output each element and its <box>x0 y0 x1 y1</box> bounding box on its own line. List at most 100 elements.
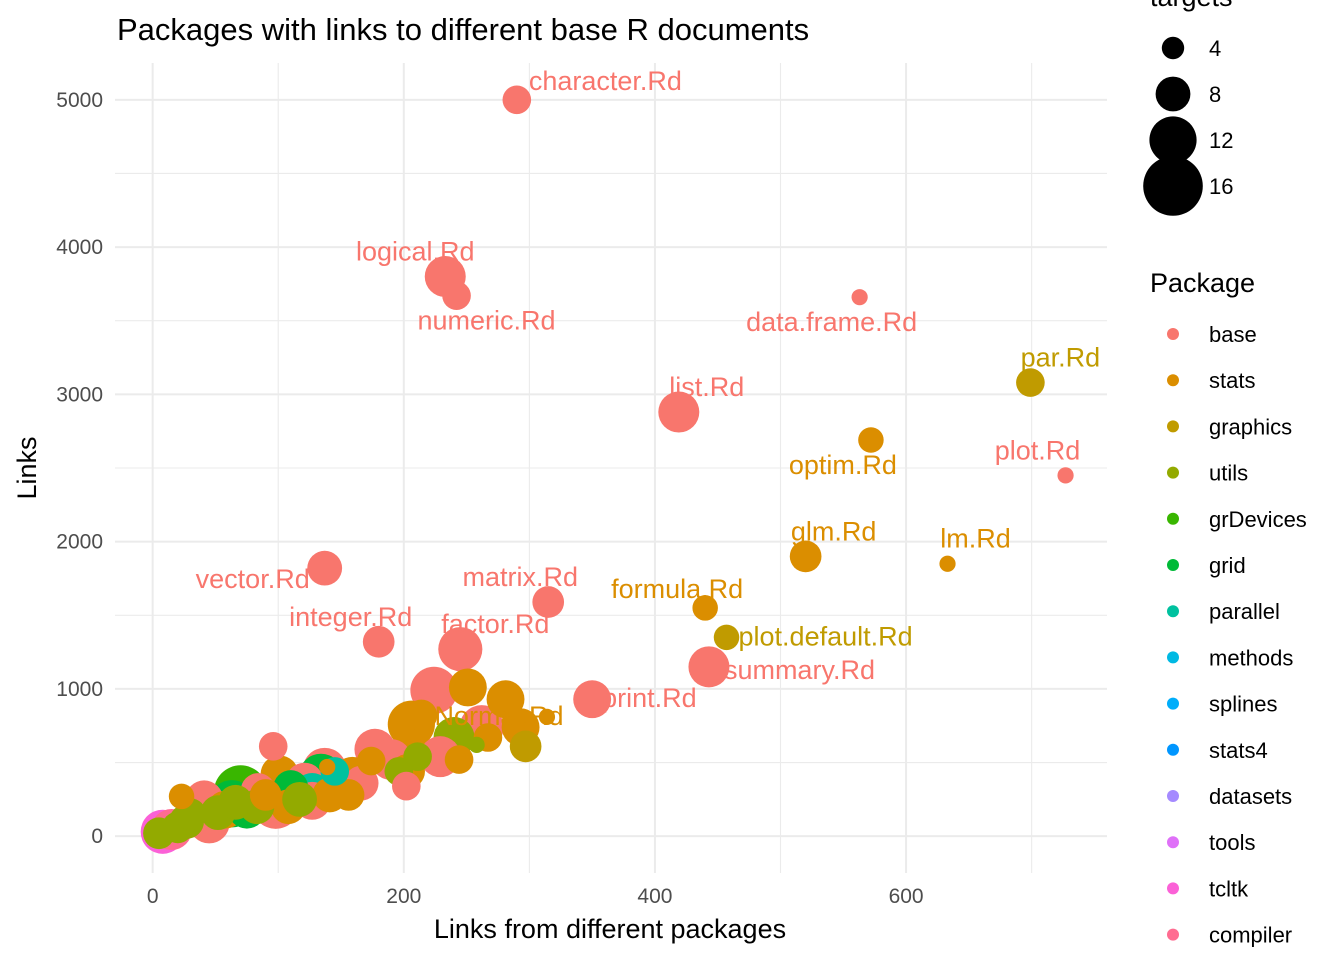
color-legend-label: stats <box>1209 368 1255 393</box>
data-point-stats <box>448 668 487 707</box>
size-legend-title: targets <box>1150 0 1233 12</box>
x-tick-label: 600 <box>889 885 924 908</box>
color-legend: Package base stats graphics utils grDevices g… <box>1150 268 1307 948</box>
color-legend-label: tools <box>1209 830 1255 855</box>
data-point-graphics <box>509 730 542 763</box>
point-label: print.Rd <box>602 683 697 713</box>
data-point-stats <box>332 779 365 811</box>
data-point-stats <box>444 745 474 774</box>
point-label: par.Rd <box>1021 343 1101 373</box>
size-legend-key <box>1143 156 1203 216</box>
color-legend-key <box>1167 882 1179 895</box>
color-legend-key <box>1167 466 1179 479</box>
color-legend-label: grid <box>1209 553 1246 578</box>
data-point-graphics <box>1016 368 1045 397</box>
point-label: Normal.Rd <box>434 701 563 731</box>
y-tick-label: 2000 <box>56 531 103 554</box>
color-legend-key <box>1167 651 1179 664</box>
color-legend-key <box>1167 928 1179 941</box>
y-tick-label: 3000 <box>56 383 103 406</box>
data-point-stats <box>538 708 556 725</box>
size-legend-label: 8 <box>1209 82 1221 107</box>
grid <box>115 63 1107 873</box>
y-tick-label: 0 <box>91 825 103 848</box>
color-legend-label: base <box>1209 322 1257 347</box>
data-point-base <box>502 85 532 115</box>
data-point-base <box>258 732 288 761</box>
color-legend-key <box>1167 790 1179 802</box>
data-point-base <box>688 646 730 688</box>
data-point-stats <box>692 595 718 621</box>
data-point-base <box>851 289 868 306</box>
point-label: logical.Rd <box>356 237 475 267</box>
x-tick-label: 200 <box>386 885 421 908</box>
y-tick-label: 4000 <box>56 236 103 259</box>
point-label: data.frame.Rd <box>746 307 917 337</box>
point-label: plot.default.Rd <box>739 621 913 651</box>
data-point-base <box>393 774 420 801</box>
point-labels: character.Rd logical.Rd numeric.Rd data.fra… <box>196 66 1101 731</box>
y-axis-title: Links <box>12 436 42 499</box>
point-label: matrix.Rd <box>462 562 578 592</box>
data-point-stats <box>249 779 282 811</box>
color-legend-label: compiler <box>1209 923 1292 948</box>
color-legend-label: graphics <box>1209 414 1292 439</box>
color-legend-key <box>1167 697 1179 710</box>
size-legend-label: 16 <box>1209 174 1233 199</box>
data-point-stats <box>486 680 525 719</box>
data-point-graphics <box>713 624 740 651</box>
data-point-stats <box>939 555 956 572</box>
point-label: summary.Rd <box>724 655 875 685</box>
data-point-base <box>442 281 471 310</box>
point-label: glm.Rd <box>791 516 877 546</box>
point-label: optim.Rd <box>789 450 897 480</box>
size-legend-key <box>1149 116 1197 164</box>
point-label: vector.Rd <box>196 564 310 594</box>
color-legend-key <box>1167 420 1179 433</box>
color-legend-key <box>1167 743 1179 756</box>
data-point-base <box>362 625 395 658</box>
color-legend-label: datasets <box>1209 784 1292 809</box>
data-point-base <box>573 680 612 719</box>
size-legend-label: 4 <box>1209 36 1221 61</box>
data-point-utils <box>143 817 175 850</box>
data-point-stats <box>356 746 386 776</box>
data-point-base <box>658 391 700 433</box>
point-label: list.Rd <box>669 372 744 402</box>
data-point-stats <box>319 758 336 776</box>
data-point-base <box>532 586 565 618</box>
color-legend-key <box>1167 559 1179 571</box>
color-legend-label: parallel <box>1209 599 1280 624</box>
data-point-stats <box>405 699 438 732</box>
size-legend-key <box>1161 36 1185 60</box>
color-legend-label: methods <box>1209 645 1293 670</box>
color-legend-label: stats4 <box>1209 738 1268 763</box>
chart-title: Packages with links to different base R … <box>117 12 809 47</box>
data-points <box>140 85 1074 854</box>
data-point-stats <box>858 427 884 453</box>
point-label: plot.Rd <box>995 435 1081 465</box>
color-legend-key <box>1167 374 1179 387</box>
point-label: character.Rd <box>529 66 682 96</box>
color-legend-key <box>1167 328 1179 340</box>
data-point-stats <box>789 540 822 573</box>
color-legend-key <box>1167 836 1179 849</box>
size-legend-key <box>1155 76 1191 112</box>
color-legend-label: splines <box>1209 692 1277 717</box>
point-label: factor.Rd <box>441 609 549 639</box>
data-point-base <box>438 627 483 672</box>
color-legend-key <box>1167 605 1179 618</box>
x-axis-title: Links from different packages <box>434 914 786 944</box>
size-legend-label: 12 <box>1209 128 1233 153</box>
data-point-stats <box>168 783 195 810</box>
data-point-utils <box>282 781 317 817</box>
color-legend-label: utils <box>1209 461 1248 486</box>
y-tick-label: 5000 <box>56 89 103 112</box>
color-legend-key <box>1167 512 1179 525</box>
color-legend-label: grDevices <box>1209 507 1307 532</box>
color-legend-label: tcltk <box>1209 876 1249 901</box>
data-point-base <box>307 550 343 586</box>
data-point-utils <box>468 736 485 753</box>
y-tick-label: 1000 <box>56 678 103 701</box>
